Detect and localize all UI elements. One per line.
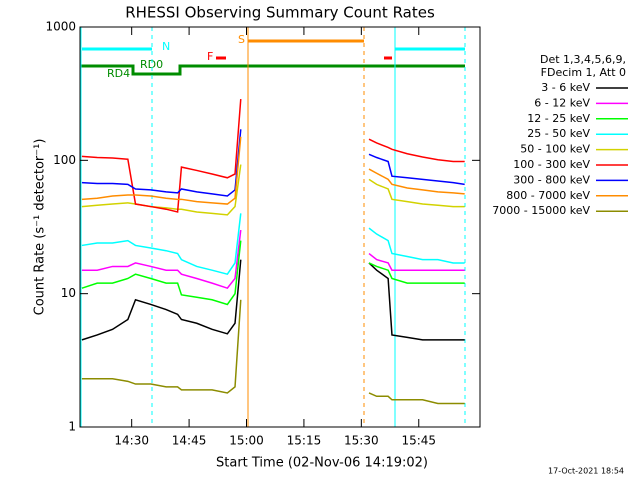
annotation: F: [207, 50, 213, 63]
series-line: [81, 99, 465, 213]
y-axis-label: Count Rate (s⁻¹ detector⁻¹): [33, 139, 48, 316]
x-tick-label: 15:00: [229, 434, 264, 448]
y-tick-label: 1: [68, 420, 76, 434]
annotation: N: [162, 40, 170, 53]
decimation-bar: [80, 64, 465, 76]
plot-frame: [79, 26, 481, 428]
series-line: [81, 129, 465, 197]
x-tick-label: 15:15: [287, 434, 322, 448]
chart-title: RHESSI Observing Summary Count Rates: [125, 4, 435, 22]
series-line: [81, 213, 465, 276]
legend-label: 3 - 6 keV: [541, 81, 590, 94]
y-tick-label: 100: [53, 153, 76, 167]
x-tick-label: 14:30: [114, 434, 149, 448]
series-line: [81, 299, 465, 405]
footer: 17-Oct-2021 18:54: [548, 467, 624, 476]
annotation: RD4: [107, 67, 130, 80]
x-axis-label: Start Time (02-Nov-06 14:19:02): [216, 456, 428, 471]
series-line: [81, 136, 465, 205]
legend-label: 300 - 800 keV: [513, 173, 590, 186]
y-tick-label: 10: [61, 286, 76, 300]
x-tick-label: 15:30: [344, 434, 379, 448]
legend-label: 12 - 25 keV: [527, 112, 590, 125]
annotations: N S F RD0 RD4: [80, 27, 466, 427]
annotation: S: [238, 33, 245, 46]
legend-label: 50 - 100 keV: [520, 143, 590, 156]
legend-label: 25 - 50 keV: [527, 127, 590, 140]
legend-label: 7000 - 15000 keV: [492, 204, 590, 217]
legend-header: Det 1,3,4,5,6,9,: [540, 53, 626, 66]
plot-area: [81, 99, 465, 405]
series-line: [81, 240, 465, 306]
series-line: [81, 164, 465, 216]
x-tick-label: 15:45: [401, 434, 436, 448]
x-tick-label: 14:45: [172, 434, 207, 448]
legend-label: 6 - 12 keV: [534, 96, 590, 109]
annotation: RD0: [140, 58, 163, 71]
legend-label: 100 - 300 keV: [513, 158, 590, 171]
legend-label: 800 - 7000 keV: [506, 189, 590, 202]
series-line: [81, 259, 465, 341]
series-line: [81, 229, 465, 290]
y-tick-label: 1000: [45, 20, 76, 34]
legend-header: FDecim 1, Att 0: [541, 66, 626, 79]
